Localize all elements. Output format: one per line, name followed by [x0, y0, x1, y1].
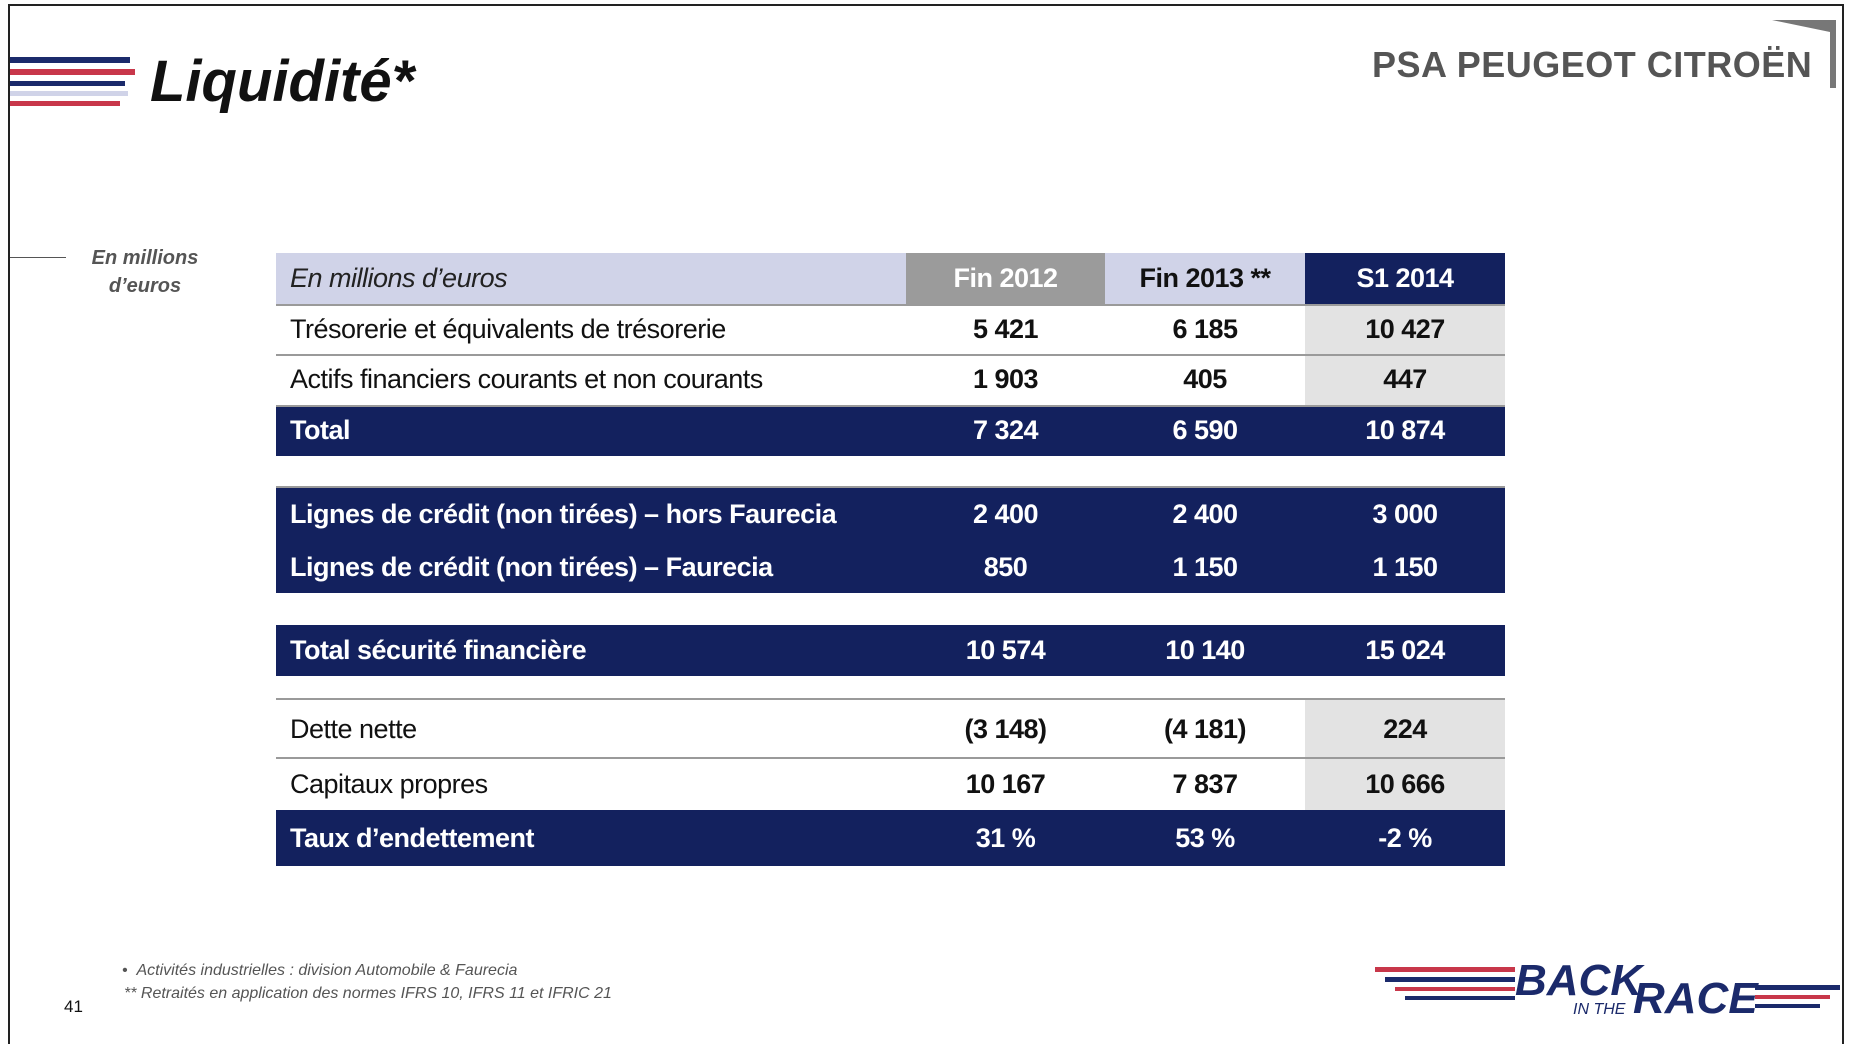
table-cell: Dette nette [276, 700, 906, 758]
table-cell: Fin 2013 ** [1105, 253, 1305, 304]
table-cell: 15 024 [1305, 625, 1505, 676]
table-cell: 53 % [1105, 810, 1305, 866]
table-cell: Trésorerie et équivalents de trésorerie [276, 304, 906, 354]
brand-logo: BACK IN THE RACE [1375, 956, 1840, 1020]
frame [8, 4, 1844, 1044]
logo-mark [1772, 20, 1836, 88]
footnote-text: Activités industrielles : division Autom… [136, 962, 518, 979]
table-cell: 2 400 [906, 488, 1105, 541]
table-cell: Taux d’endettement [276, 810, 906, 866]
table-cell: 447 [1305, 354, 1505, 405]
table-cell: 6 590 [1105, 405, 1305, 456]
table-cell: Lignes de crédit (non tirées) – Faurecia [276, 541, 906, 593]
table-cell: Total sécurité financière [276, 625, 906, 676]
table-cell: Lignes de crédit (non tirées) – hors Fau… [276, 488, 906, 541]
table-cell: Capitaux propres [276, 758, 906, 810]
table-cell: -2 % [1305, 810, 1505, 866]
page-number: 41 [64, 997, 83, 1016]
table-cell: 1 150 [1305, 541, 1505, 593]
table-cell: 10 167 [906, 758, 1105, 810]
footnote: ** Retraités en application des normes I… [124, 985, 612, 1002]
table-cell: 10 140 [1105, 625, 1305, 676]
row-rule [276, 757, 1505, 759]
table-cell: 1 150 [1105, 541, 1305, 593]
side-rule [10, 257, 66, 258]
table-cell: 1 903 [906, 354, 1105, 405]
table-cell: 7 837 [1105, 758, 1305, 810]
table-cell: 3 000 [1305, 488, 1505, 541]
brand-race: RACE [1633, 974, 1759, 1020]
table-cell: En millions d’euros [276, 253, 906, 304]
footnote: • Activités industrielles : division Aut… [122, 962, 518, 979]
table-cell: 5 421 [906, 304, 1105, 354]
table-cell: 7 324 [906, 405, 1105, 456]
row-rule [276, 304, 1505, 306]
table-cell: S1 2014 [1305, 253, 1505, 304]
logo: PSA PEUGEOT CITROËN [1372, 44, 1813, 85]
row-rule [276, 486, 1505, 488]
brand-in-the: IN THE [1573, 1001, 1626, 1018]
table-cell: (3 148) [906, 700, 1105, 758]
side-note: En millions d’euros [91, 247, 199, 297]
table-cell: 10 874 [1305, 405, 1505, 456]
table-cell: 10 574 [906, 625, 1105, 676]
title-stripes [10, 57, 135, 106]
table-cell: 10 666 [1305, 758, 1505, 810]
table-cell: 10 427 [1305, 304, 1505, 354]
table-cell: 850 [906, 541, 1105, 593]
table-cell: 31 % [906, 810, 1105, 866]
table-cell: 224 [1305, 700, 1505, 758]
table-cell: 6 185 [1105, 304, 1305, 354]
title: Liquidité* [150, 49, 415, 114]
table-cell: 405 [1105, 354, 1305, 405]
table-cell: Total [276, 405, 906, 456]
table-cell: Actifs financiers courants et non couran… [276, 354, 906, 405]
row-rule [276, 698, 1505, 700]
brand-back: BACK [1515, 956, 1645, 1005]
table-cell: Fin 2012 [906, 253, 1105, 304]
row-rule [276, 354, 1505, 356]
table-cell: (4 181) [1105, 700, 1305, 758]
row-rule [276, 405, 1505, 407]
table-cell: 2 400 [1105, 488, 1305, 541]
